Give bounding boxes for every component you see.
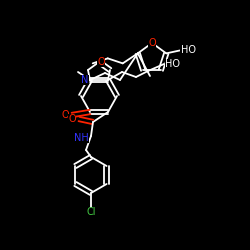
Text: HO: HO — [181, 45, 196, 55]
Text: O: O — [97, 57, 105, 67]
Text: O: O — [61, 110, 69, 120]
Text: O: O — [148, 38, 156, 48]
Text: HO: HO — [166, 59, 180, 69]
Text: NH: NH — [74, 133, 88, 143]
Text: N: N — [81, 75, 89, 85]
Text: O: O — [68, 114, 76, 124]
Text: Cl: Cl — [86, 207, 96, 217]
